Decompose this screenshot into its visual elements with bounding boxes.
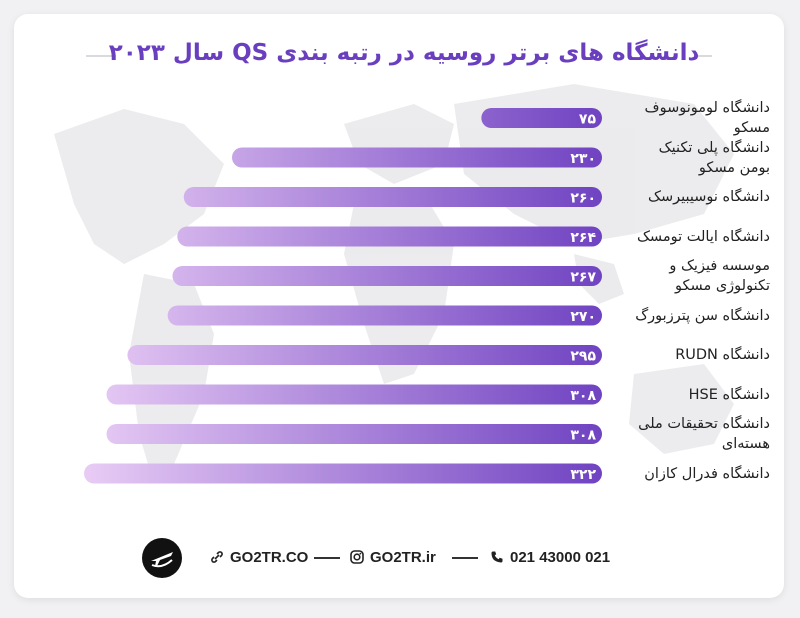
footer-separator [452, 557, 478, 559]
instagram-link[interactable]: GO2TR.ir [350, 546, 436, 568]
category-label-line: دانشگاه پلی تکنیک [658, 139, 770, 156]
category-label: دانشگاه پلی تکنیک بومن مسکو [600, 138, 770, 178]
phone-link[interactable]: 021 43000 021 [490, 546, 610, 568]
category-label: موسسه فیزیک و تکنولوژی مسکو [600, 256, 770, 296]
bar-value-label: ۲۷۰ [570, 309, 596, 325]
website-link[interactable]: GO2TR.CO [210, 546, 308, 568]
title-decor-left [86, 55, 116, 57]
category-label: دانشگاه نوسیبیرسک [600, 187, 770, 207]
instagram-icon [350, 550, 364, 564]
instagram-text: GO2TR.ir [370, 548, 436, 566]
category-label-line: دانشگاه ایالت تومسک [636, 228, 770, 245]
category-label-line: بومن مسکو [698, 159, 770, 176]
category-label-line: دانشگاه HSE [688, 386, 770, 403]
website-text: GO2TR.CO [230, 548, 309, 566]
phone-icon [491, 551, 503, 563]
category-label-line: مسکو [733, 120, 770, 136]
category-label-line: دانشگاه سن پترزبورگ [635, 307, 770, 324]
bar [481, 108, 602, 128]
bar-value-label: ۲۶۷ [570, 270, 596, 286]
phone-text: 021 43000 021 [510, 548, 611, 566]
bar [84, 463, 602, 484]
bar [106, 384, 603, 405]
title-row: دانشگاه های برتر روسیه در رتبه بندی QS س… [14, 36, 784, 76]
category-label-line: دانشگاه فدرال کازان [644, 465, 770, 482]
infographic-card: دانشگاه های برتر روسیه در رتبه بندی QS س… [14, 14, 784, 598]
bar [106, 424, 603, 444]
category-label-line: تکنولوژی مسکو [675, 278, 770, 294]
category-label-line: دانشگاه تحقیقات ملی [638, 416, 770, 432]
category-label: دانشگاه RUDN [600, 345, 770, 365]
chart-title: دانشگاه های برتر روسیه در رتبه بندی QS س… [108, 40, 700, 66]
bar-value-label: ۳۲۲ [570, 467, 596, 483]
category-label-line: دانشگاه لومونوسوف [644, 100, 770, 116]
category-label: دانشگاه HSE [600, 385, 770, 405]
footer: GO2TR.CO GO2TR.ir 021 43000 021 [14, 536, 784, 584]
category-label-line: موسسه فیزیک و [669, 258, 770, 274]
category-label: دانشگاه تحقیقات ملی هسته‌ای [600, 414, 770, 454]
bar [177, 226, 602, 247]
category-label-line: دانشگاه نوسیبیرسک [647, 189, 770, 205]
category-label-line: دانشگاه RUDN [675, 347, 770, 363]
category-label: دانشگاه سن پترزبورگ [600, 306, 770, 326]
category-label-line: هسته‌ای [721, 436, 770, 452]
bar-value-label: ۲۹۵ [570, 349, 596, 365]
bar-value-label: ۷۵ [579, 112, 597, 128]
bar-chart: ۷۵ ۲۳۰ ۲۶۰ ۲۶۴ ۲۶۷ ۲۷۰ ۲۹۵ ۳۰۸ ۳۰۸ ۳۲۲ [84, 108, 603, 484]
link-icon [211, 551, 223, 563]
category-label: دانشگاه فدرال کازان [600, 464, 770, 484]
bar [172, 266, 602, 286]
bar-value-label: ۲۶۴ [570, 230, 596, 246]
category-label: دانشگاه ایالت تومسک [600, 227, 770, 247]
footer-separator [314, 557, 340, 559]
bar [127, 345, 602, 365]
bar-value-label: ۲۶۰ [570, 191, 596, 207]
bar [232, 147, 602, 168]
title-decor-right [694, 55, 712, 57]
bar-value-label: ۳۰۸ [570, 388, 596, 404]
bar-value-label: ۲۳۰ [570, 151, 596, 167]
bar-value-label: ۳۰۸ [570, 428, 596, 444]
bar [167, 305, 603, 326]
brand-logo [142, 538, 182, 578]
category-label: دانشگاه لومونوسوف مسکو [600, 98, 770, 138]
plane-logo-icon [151, 552, 173, 568]
bar [183, 187, 602, 207]
